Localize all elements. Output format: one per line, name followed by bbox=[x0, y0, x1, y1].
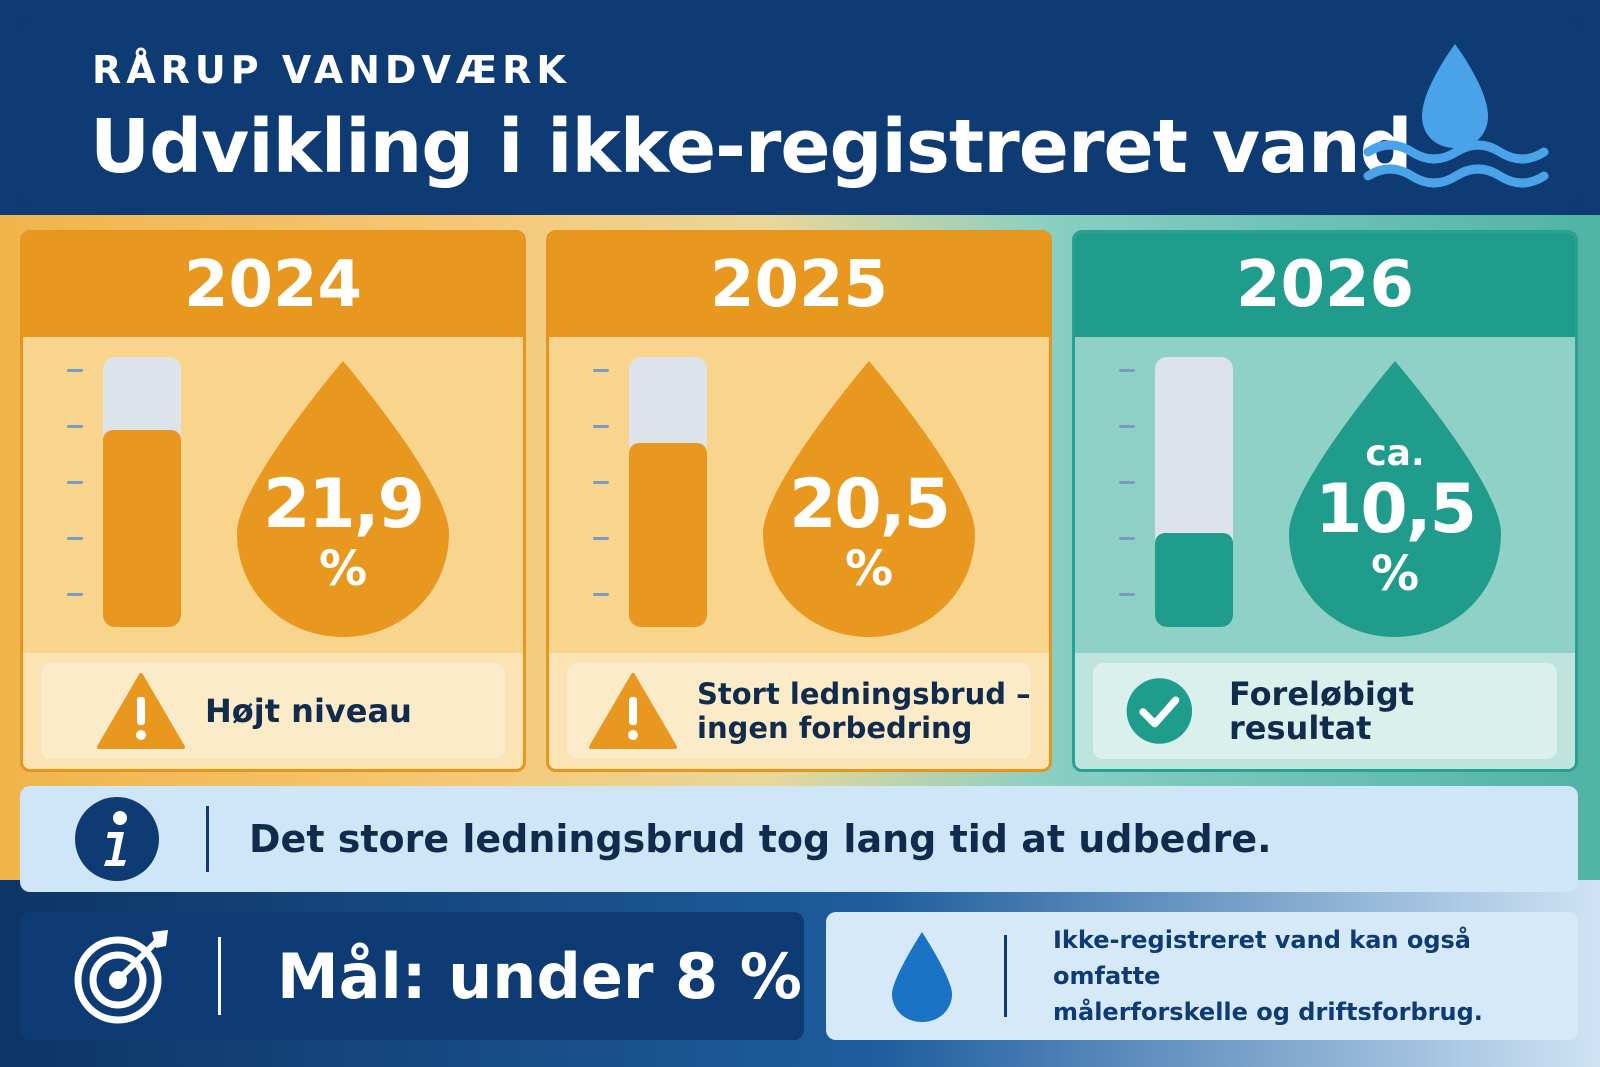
note-text: Ikke-registreret vand kan også omfatte m… bbox=[1053, 926, 1483, 1026]
card-year: 2025 bbox=[549, 233, 1049, 337]
status-panel: Stort ledningsbrud – ingen forbedring bbox=[567, 663, 1031, 759]
percentage-readout: 21,9 % bbox=[233, 355, 453, 640]
water-drop-icon bbox=[763, 361, 975, 637]
level-gauge-fill bbox=[103, 429, 181, 627]
divider bbox=[206, 806, 209, 872]
goal-panel: Mål: under 8 % bbox=[20, 912, 804, 1040]
card-body: ca. 10,5 % bbox=[1075, 337, 1575, 653]
water-drop-waves-icon bbox=[1363, 44, 1549, 188]
status-panel: Højt niveau bbox=[41, 663, 505, 759]
percentage-value: 10,5 bbox=[1315, 469, 1477, 549]
level-gauge bbox=[103, 357, 181, 627]
approx-prefix: ca. bbox=[1365, 432, 1425, 474]
percentage-unit: % bbox=[1370, 545, 1420, 602]
percentage-readout: 20,5 % bbox=[759, 355, 979, 640]
level-gauge-fill bbox=[1155, 532, 1233, 627]
water-drop-icon bbox=[1289, 361, 1501, 637]
target-icon bbox=[74, 930, 168, 1024]
water-drop-icon bbox=[237, 361, 449, 637]
level-gauge-fill bbox=[629, 442, 707, 627]
percentage-value: 20,5 bbox=[789, 464, 951, 544]
percentage-unit: % bbox=[318, 540, 368, 597]
percentage-unit: % bbox=[844, 540, 894, 597]
level-gauge bbox=[629, 357, 707, 627]
goal-text: Mål: under 8 % bbox=[277, 939, 802, 1013]
checkmark-icon bbox=[1126, 678, 1193, 744]
header-banner: RÅRUP VANDVÆRK Udvikling i ikke-registre… bbox=[20, 18, 1578, 208]
year-card-2025: 2025 20,5 % Stort ledningsbrud – ingen f… bbox=[546, 230, 1052, 772]
year-card-2024: 2024 21,9 % Højt niveau bbox=[20, 230, 526, 772]
status-label: Højt niveau bbox=[205, 692, 412, 730]
card-body: 20,5 % bbox=[549, 337, 1049, 653]
percentage-readout: ca. 10,5 % bbox=[1285, 355, 1505, 640]
info-text: Det store ledningsbrud tog lang tid at u… bbox=[249, 817, 1272, 861]
percentage-value: 21,9 bbox=[263, 464, 425, 544]
card-year: 2024 bbox=[23, 233, 523, 337]
card-year: 2026 bbox=[1075, 233, 1575, 337]
warning-icon bbox=[589, 673, 677, 749]
status-panel: Foreløbigt resultat bbox=[1093, 663, 1557, 759]
page-title: Udvikling i ikke-registreret vand bbox=[90, 104, 1413, 190]
divider bbox=[1004, 935, 1007, 1017]
info-bar: Det store ledningsbrud tog lang tid at u… bbox=[20, 786, 1578, 892]
water-drop-icon bbox=[892, 932, 952, 1022]
status-label: Foreløbigt resultat bbox=[1229, 675, 1415, 747]
card-body: 21,9 % bbox=[23, 337, 523, 653]
note-panel: Ikke-registreret vand kan også omfatte m… bbox=[826, 912, 1578, 1040]
info-icon bbox=[75, 797, 159, 881]
year-card-2026: 2026 ca. 10,5 % Foreløbigt resultat bbox=[1072, 230, 1578, 772]
organization-name: RÅRUP VANDVÆRK bbox=[92, 48, 571, 92]
divider bbox=[218, 937, 221, 1015]
warning-icon bbox=[97, 673, 185, 749]
status-label: Stort ledningsbrud – ingen forbedring bbox=[697, 677, 1031, 745]
level-gauge bbox=[1155, 357, 1233, 627]
